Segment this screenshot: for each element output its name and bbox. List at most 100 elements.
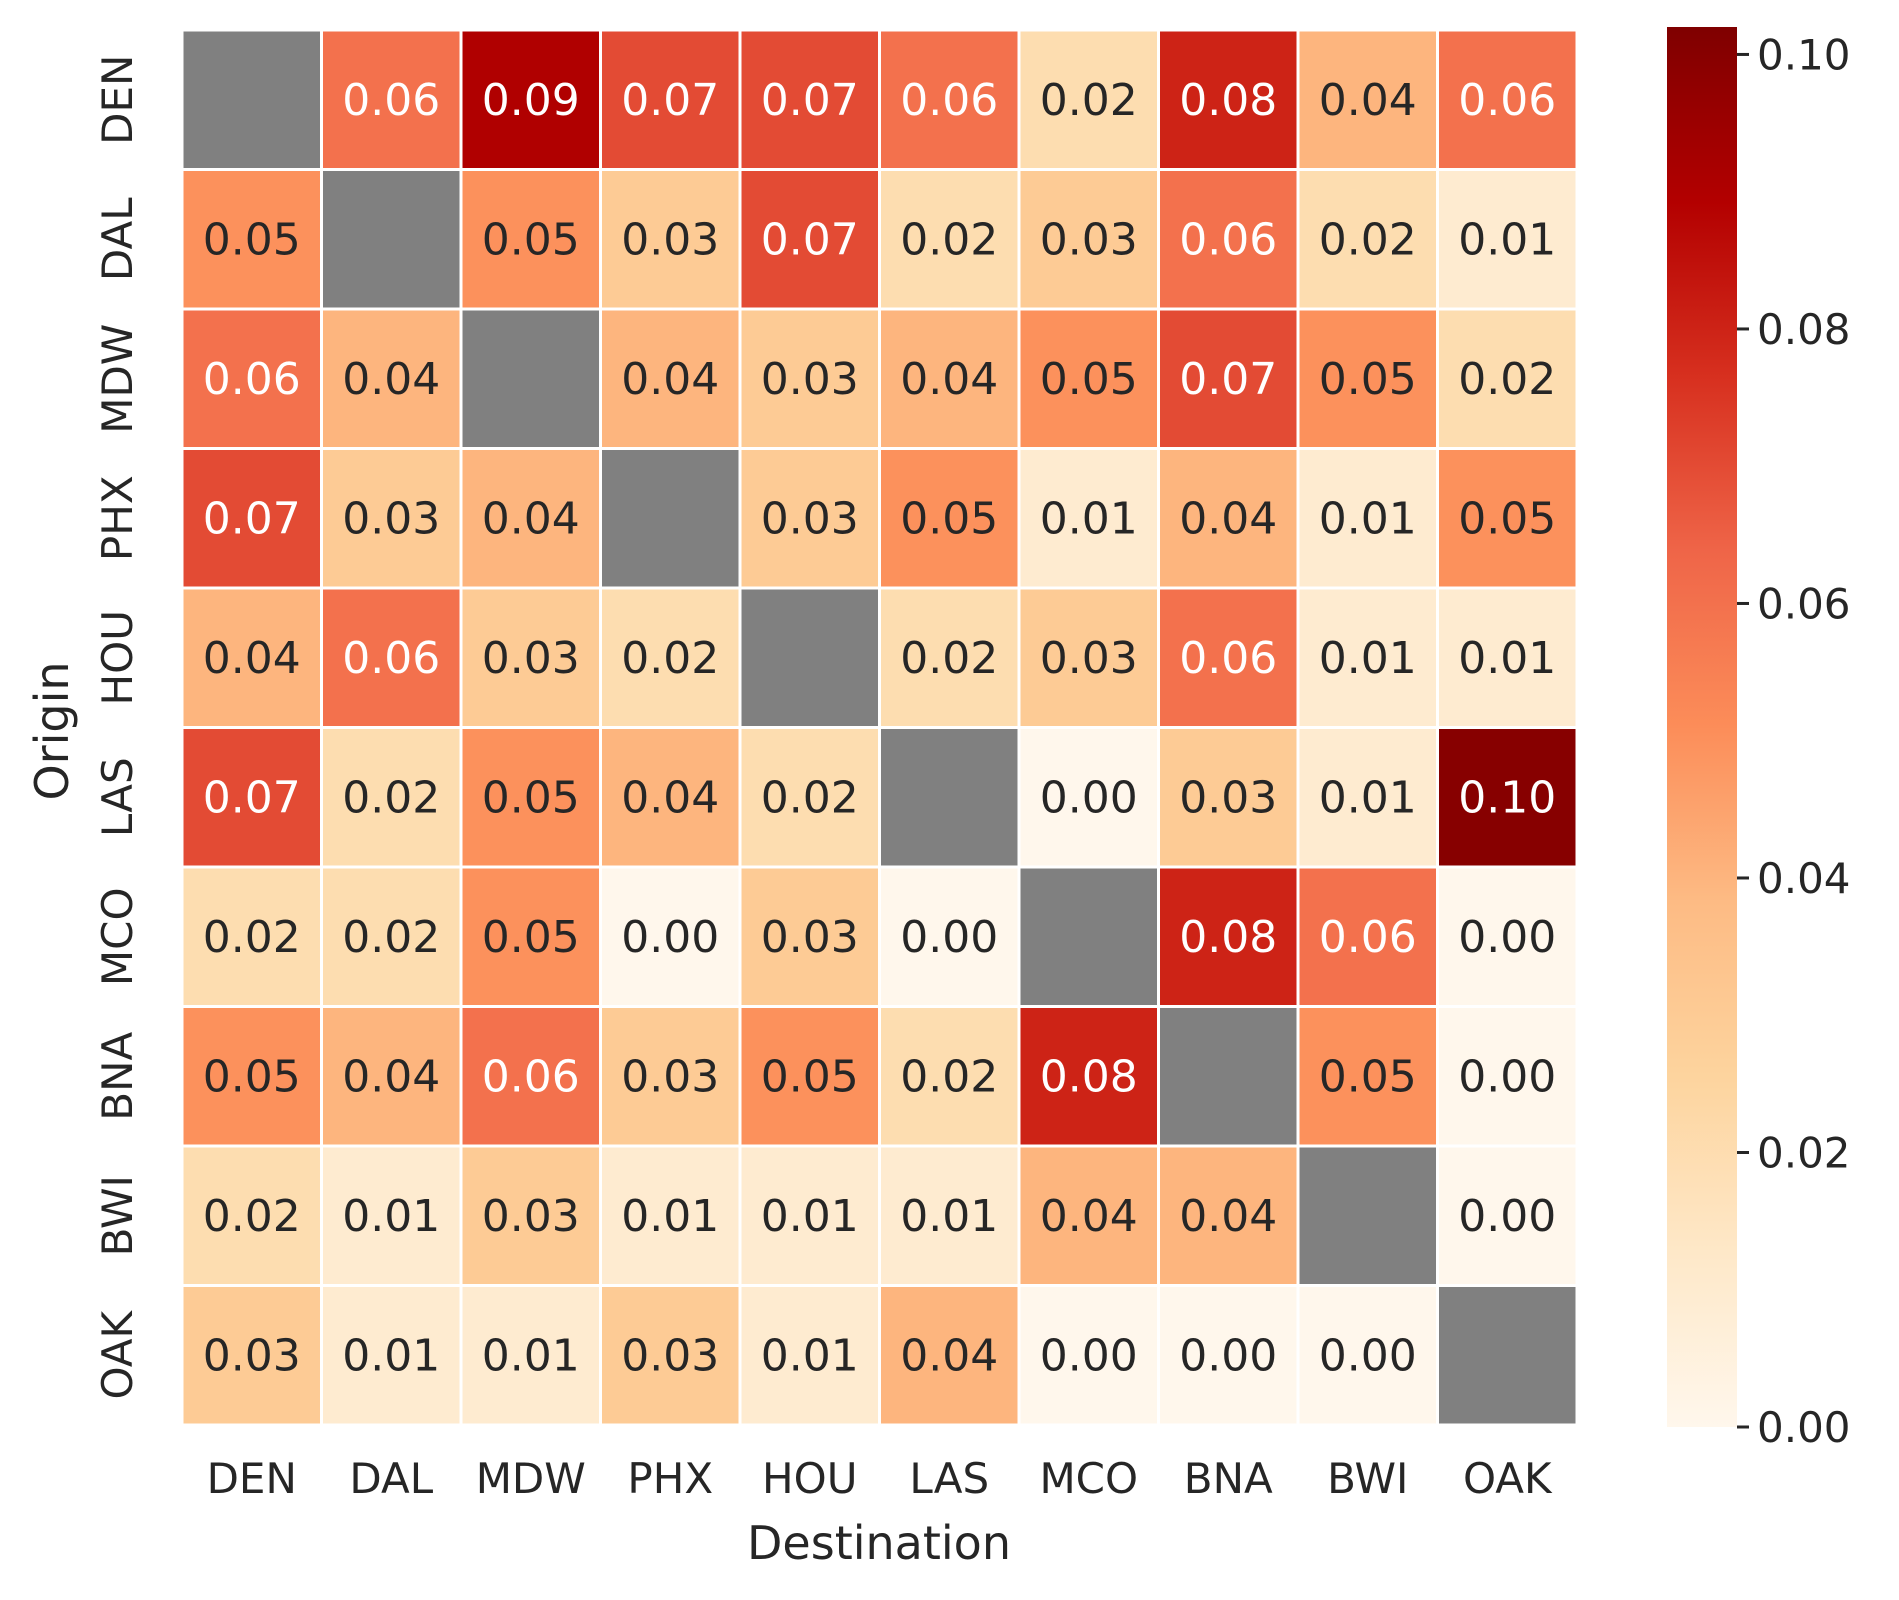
heatmap-cell (320, 1005, 463, 1148)
cell-value-label: 0.00 (1040, 1330, 1138, 1381)
cell-value-label: 0.06 (1179, 633, 1277, 684)
heatmap-cell (1017, 307, 1160, 450)
heatmap-cell (459, 586, 602, 729)
x-tick-label: DEN (207, 1454, 297, 1503)
heatmap-cell (1157, 586, 1300, 729)
cell-value-label: 0.04 (203, 633, 301, 684)
x-tick-label: LAS (909, 1454, 989, 1503)
cell-value-label: 0.05 (761, 1051, 859, 1102)
cell-value-label: 0.04 (342, 1051, 440, 1102)
heatmap-cell (1296, 168, 1439, 311)
cell-value-label: 0.03 (1040, 214, 1138, 265)
cell-value-label: 0.01 (900, 1191, 998, 1242)
colorbar-tick-label: 0.06 (1757, 579, 1851, 628)
heatmap-cell (738, 1284, 881, 1427)
heatmap-cell (1436, 865, 1579, 1008)
cell-value-label: 0.05 (1319, 354, 1417, 405)
cell-value-label: 0.06 (342, 75, 440, 126)
cell-value-label: 0.01 (1319, 772, 1417, 823)
y-tick-label: DAL (93, 197, 142, 281)
cell-value-label: 0.02 (900, 214, 998, 265)
colorbar-tick-label: 0.10 (1757, 30, 1851, 79)
heatmap-cell (1017, 1144, 1160, 1287)
heatmap-cell (599, 168, 742, 311)
cell-value-label: 0.01 (761, 1330, 859, 1381)
cell-value-label: 0.00 (900, 912, 998, 963)
cell-value-label: 0.04 (621, 772, 719, 823)
cell-value-label: 0.05 (203, 214, 301, 265)
heatmap-cell (1157, 1005, 1300, 1148)
cell-value-label: 0.05 (1040, 354, 1138, 405)
cell-value-label: 0.04 (900, 1330, 998, 1381)
cell-value-label: 0.02 (342, 772, 440, 823)
heatmap-cell (878, 865, 1021, 1008)
heatmap-cell (1296, 1284, 1439, 1427)
cell-value-label: 0.09 (482, 75, 580, 126)
cell-value-label: 0.06 (482, 1051, 580, 1102)
y-tick-label: PHX (93, 475, 142, 561)
cell-value-label: 0.05 (900, 493, 998, 544)
heatmap-cell (878, 726, 1021, 869)
x-tick-label: OAK (1463, 1454, 1553, 1503)
cell-value-label: 0.01 (1319, 493, 1417, 544)
heatmap-cell (878, 168, 1021, 311)
cell-value-label: 0.00 (1458, 1191, 1556, 1242)
cell-value-label: 0.00 (1179, 1330, 1277, 1381)
y-tick-label: BWI (93, 1175, 142, 1256)
heatmap-cell (459, 726, 602, 869)
colorbar-tick-label: 0.00 (1757, 1403, 1851, 1452)
heatmap-cell (180, 1284, 323, 1427)
cell-value-label: 0.04 (900, 354, 998, 405)
x-tick-label: BWI (1327, 1454, 1408, 1503)
heatmap-cell (1157, 168, 1300, 311)
cell-value-label: 0.03 (761, 493, 859, 544)
heatmap-cell (738, 726, 881, 869)
heatmap-cell (1436, 307, 1579, 450)
colorbar-gradient (1667, 27, 1737, 1427)
cell-value-label: 0.01 (1458, 214, 1556, 265)
heatmap-cell (1157, 1144, 1300, 1287)
cell-value-label: 0.03 (761, 354, 859, 405)
x-tick-label: MCO (1039, 1454, 1138, 1503)
cell-value-label: 0.03 (621, 214, 719, 265)
cell-value-label: 0.05 (1319, 1051, 1417, 1102)
x-axis-title: Destination (747, 1516, 1011, 1570)
heatmap-cell (599, 1144, 742, 1287)
x-tick-label: BNA (1184, 1454, 1273, 1503)
cell-value-label: 0.04 (482, 493, 580, 544)
heatmap-cell (1296, 1144, 1439, 1287)
x-tick-label: PHX (627, 1454, 713, 1503)
cell-value-label: 0.06 (1179, 214, 1277, 265)
cell-value-label: 0.07 (203, 493, 301, 544)
y-axis-title: Origin (25, 661, 79, 800)
heatmap-cell (1157, 1284, 1300, 1427)
cell-value-label: 0.04 (1179, 1191, 1277, 1242)
heatmap-cell (180, 28, 323, 171)
heatmap-cell (1436, 1005, 1579, 1148)
cell-value-label: 0.03 (761, 912, 859, 963)
heatmap-cell (1017, 168, 1160, 311)
cell-value-label: 0.00 (1319, 1330, 1417, 1381)
heatmap-cell (320, 1284, 463, 1427)
cell-value-label: 0.02 (761, 772, 859, 823)
cell-value-label: 0.08 (1179, 75, 1277, 126)
y-tick-label: OAK (93, 1309, 142, 1399)
heatmap-cell (459, 1005, 602, 1148)
colorbar-tick-label: 0.02 (1757, 1128, 1851, 1177)
heatmap-cell (320, 307, 463, 450)
cell-value-label: 0.01 (482, 1330, 580, 1381)
cell-value-label: 0.06 (342, 633, 440, 684)
heatmap-cell (1296, 726, 1439, 869)
cell-value-label: 0.04 (1319, 75, 1417, 126)
cell-value-label: 0.01 (1040, 493, 1138, 544)
cell-value-label: 0.02 (900, 633, 998, 684)
cell-value-label: 0.03 (482, 1191, 580, 1242)
heatmap-cell (1017, 586, 1160, 729)
heatmap-cell (1017, 447, 1160, 590)
colorbar-tick-label: 0.08 (1757, 305, 1851, 354)
cell-value-label: 0.03 (621, 1051, 719, 1102)
heatmap-cell (1436, 168, 1579, 311)
cell-value-label: 0.10 (1458, 772, 1556, 823)
cell-value-label: 0.05 (482, 772, 580, 823)
